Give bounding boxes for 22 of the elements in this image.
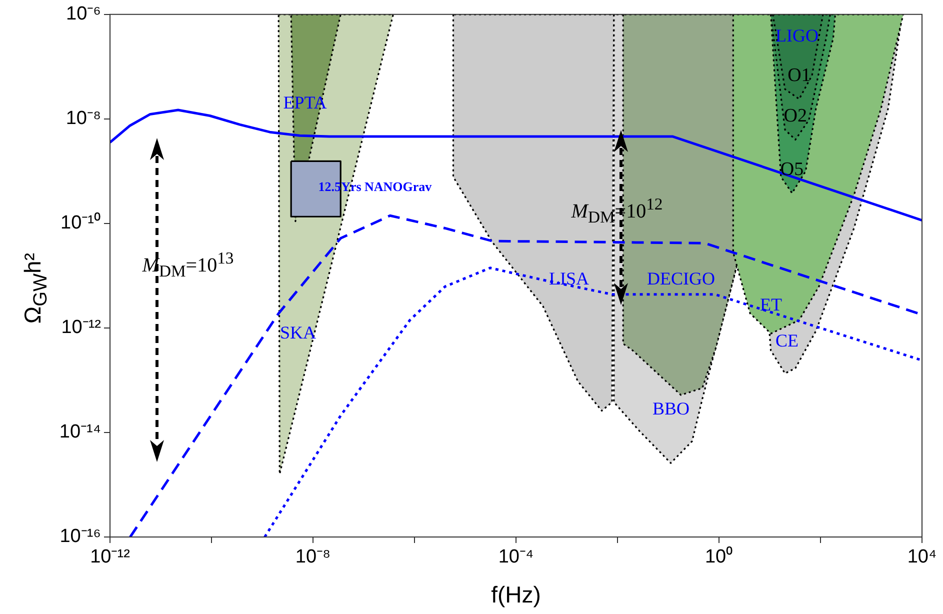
y-tick-label: 10⁻⁸ (66, 108, 101, 130)
y-tick-label: 10⁻¹⁶ (60, 526, 101, 548)
series-label: O1 (788, 65, 811, 86)
annotation: SKA (280, 322, 316, 344)
y-tick-label: 10⁻⁶ (66, 4, 101, 25)
annotation: ET (760, 294, 782, 316)
x-tick-label: 10⁻⁸ (295, 546, 331, 568)
annotation: LIGO (776, 26, 818, 46)
x-tick-label: 10⁻¹² (90, 546, 130, 568)
annotation: EPTA (283, 92, 327, 114)
series-label: O2 (784, 106, 808, 127)
y-tick-label: 10⁻¹⁰ (60, 212, 101, 234)
x-tick-label: 10⁰ (704, 546, 734, 568)
x-tick-label: 10⁻⁴ (498, 546, 534, 568)
x-axis-title: f(Hz) (491, 582, 541, 608)
y-tick-label: 10⁻¹² (61, 317, 101, 338)
y-tick-label: 10⁻¹⁴ (59, 422, 101, 443)
annotation: BBO (652, 398, 690, 420)
annotation: DECIGO (647, 268, 715, 290)
series-label: O5 (780, 159, 804, 180)
annotation: CE (775, 330, 799, 352)
x-tick-label: 10⁴ (907, 546, 937, 568)
